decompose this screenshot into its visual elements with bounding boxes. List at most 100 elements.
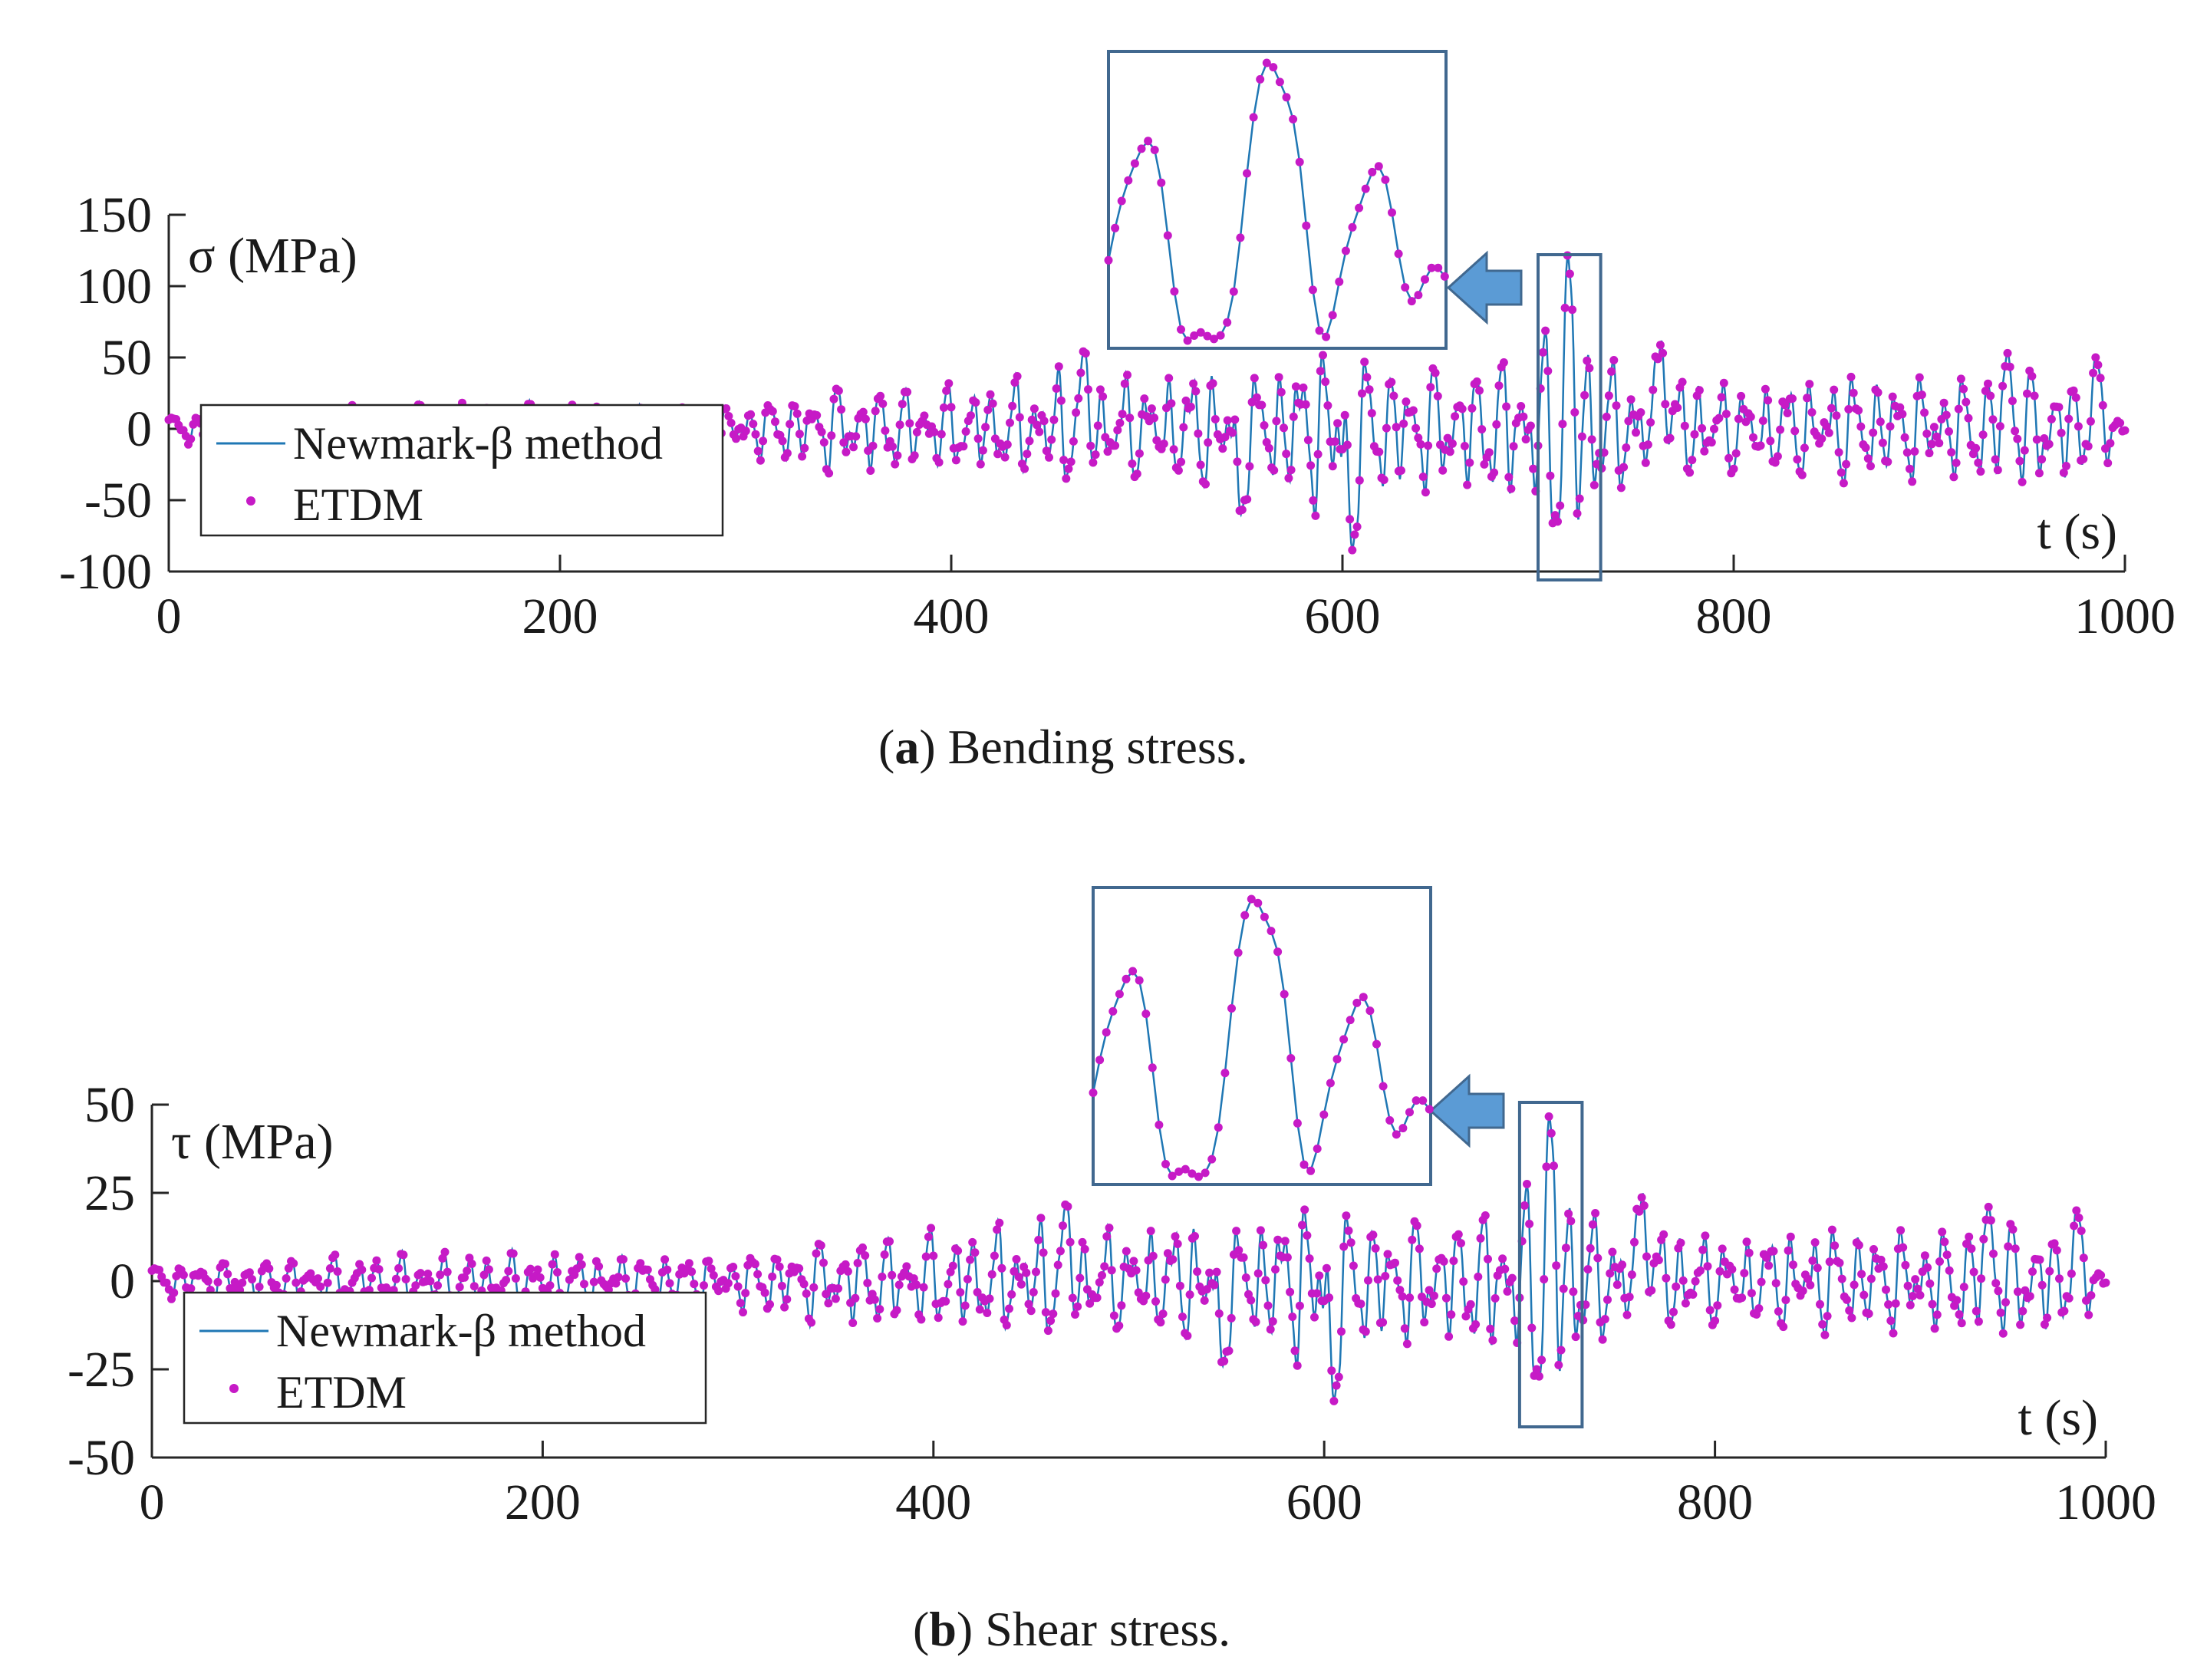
etdm-point — [1411, 423, 1421, 433]
etdm-point — [1337, 1327, 1346, 1336]
etdm-point — [1690, 430, 1699, 439]
etdm-point — [1956, 374, 1965, 384]
inset-point — [1328, 311, 1337, 320]
etdm-point — [1230, 415, 1240, 424]
etdm-point — [1069, 436, 1078, 446]
etdm-point — [1273, 1235, 1283, 1244]
etdm-point — [1691, 1276, 1700, 1286]
etdm-point — [722, 404, 731, 413]
etdm-point — [2072, 1206, 2081, 1215]
etdm-point — [643, 1265, 652, 1274]
etdm-point — [1128, 460, 1137, 468]
etdm-point — [819, 438, 828, 447]
etdm-point — [792, 409, 802, 418]
etdm-point — [919, 1283, 928, 1292]
etdm-point — [333, 1267, 342, 1276]
etdm-point — [438, 1253, 447, 1263]
etdm-point — [1525, 1220, 1534, 1228]
etdm-point — [469, 1282, 479, 1291]
etdm-point — [1947, 448, 1956, 457]
etdm-point — [799, 1280, 809, 1289]
etdm-point — [1935, 439, 1944, 448]
etdm-point — [1053, 1260, 1062, 1270]
etdm-point — [1876, 1255, 1886, 1264]
inset-point — [1388, 208, 1396, 217]
etdm-point — [1797, 470, 1807, 479]
etdm-point — [1566, 1217, 1576, 1226]
etdm-point — [1769, 1247, 1778, 1256]
etdm-point — [289, 1259, 298, 1268]
etdm-point — [1122, 1247, 1131, 1256]
etdm-point — [2045, 1267, 2054, 1276]
etdm-point — [849, 443, 858, 452]
inset-point — [1282, 93, 1291, 102]
etdm-point — [1771, 1279, 1780, 1288]
etdm-point — [1816, 1300, 1824, 1309]
etdm-point — [595, 1262, 604, 1271]
etdm-point — [1109, 1311, 1118, 1320]
etdm-point — [2087, 1291, 2096, 1300]
inset-point — [1289, 114, 1298, 124]
etdm-point — [1316, 367, 1325, 376]
etdm-point — [2060, 1306, 2069, 1316]
inset-point — [1170, 287, 1179, 296]
etdm-point — [1015, 413, 1024, 422]
etdm-point — [937, 430, 946, 439]
etdm-point — [1920, 408, 1929, 417]
etdm-point — [790, 402, 799, 411]
etdm-point — [1280, 1237, 1290, 1246]
etdm-point — [1344, 1226, 1353, 1235]
etdm-point — [1863, 454, 1873, 463]
etdm-point — [1715, 413, 1724, 423]
etdm-point — [1486, 1324, 1495, 1333]
etdm-point — [1749, 433, 1757, 442]
etdm-point — [1084, 385, 1092, 394]
etdm-point — [1208, 379, 1217, 388]
inset-point — [1381, 175, 1390, 184]
etdm-point — [1837, 1274, 1846, 1283]
etdm-point — [1074, 394, 1083, 403]
etdm-point — [1790, 427, 1800, 436]
etdm-point — [736, 1299, 745, 1308]
inset-point — [1216, 331, 1225, 340]
etdm-point — [822, 1290, 831, 1299]
etdm-point — [1546, 471, 1555, 480]
inset-point — [1141, 1010, 1151, 1019]
etdm-point — [1805, 380, 1814, 389]
etdm-point — [1526, 421, 1535, 430]
inset-point — [1359, 993, 1368, 1002]
inset-point — [1368, 167, 1377, 176]
etdm-point — [868, 441, 878, 450]
etdm-point — [2054, 403, 2064, 412]
etdm-point — [1095, 1278, 1104, 1287]
etdm-point — [1350, 530, 1359, 539]
etdm-point — [2020, 446, 2029, 455]
etdm-point — [1123, 371, 1131, 380]
etdm-point — [1900, 433, 1909, 442]
etdm-point — [2021, 1286, 2030, 1295]
inset-point — [1174, 1167, 1184, 1176]
etdm-point — [1085, 1299, 1095, 1308]
highlight-box — [1517, 1101, 1584, 1428]
etdm-point — [265, 1264, 274, 1273]
etdm-point — [1056, 1247, 1065, 1256]
etdm-point — [2030, 391, 2039, 400]
etdm-point — [1507, 484, 1516, 493]
etdm-point — [1286, 1287, 1295, 1296]
inset-point — [1260, 912, 1269, 921]
etdm-point — [1873, 388, 1883, 397]
etdm-point — [837, 405, 846, 414]
etdm-point — [479, 1270, 489, 1280]
etdm-point — [741, 427, 750, 436]
etdm-point — [1537, 1356, 1547, 1365]
etdm-point — [1498, 1254, 1507, 1263]
inset-point — [1130, 159, 1139, 168]
etdm-point — [1618, 1260, 1627, 1270]
etdm-point — [981, 423, 990, 432]
etdm-point — [1807, 408, 1817, 417]
etdm-point — [1289, 412, 1298, 421]
etdm-point — [1427, 1300, 1436, 1309]
etdm-point — [746, 410, 756, 419]
etdm-point — [912, 427, 921, 436]
etdm-point — [1698, 423, 1707, 433]
